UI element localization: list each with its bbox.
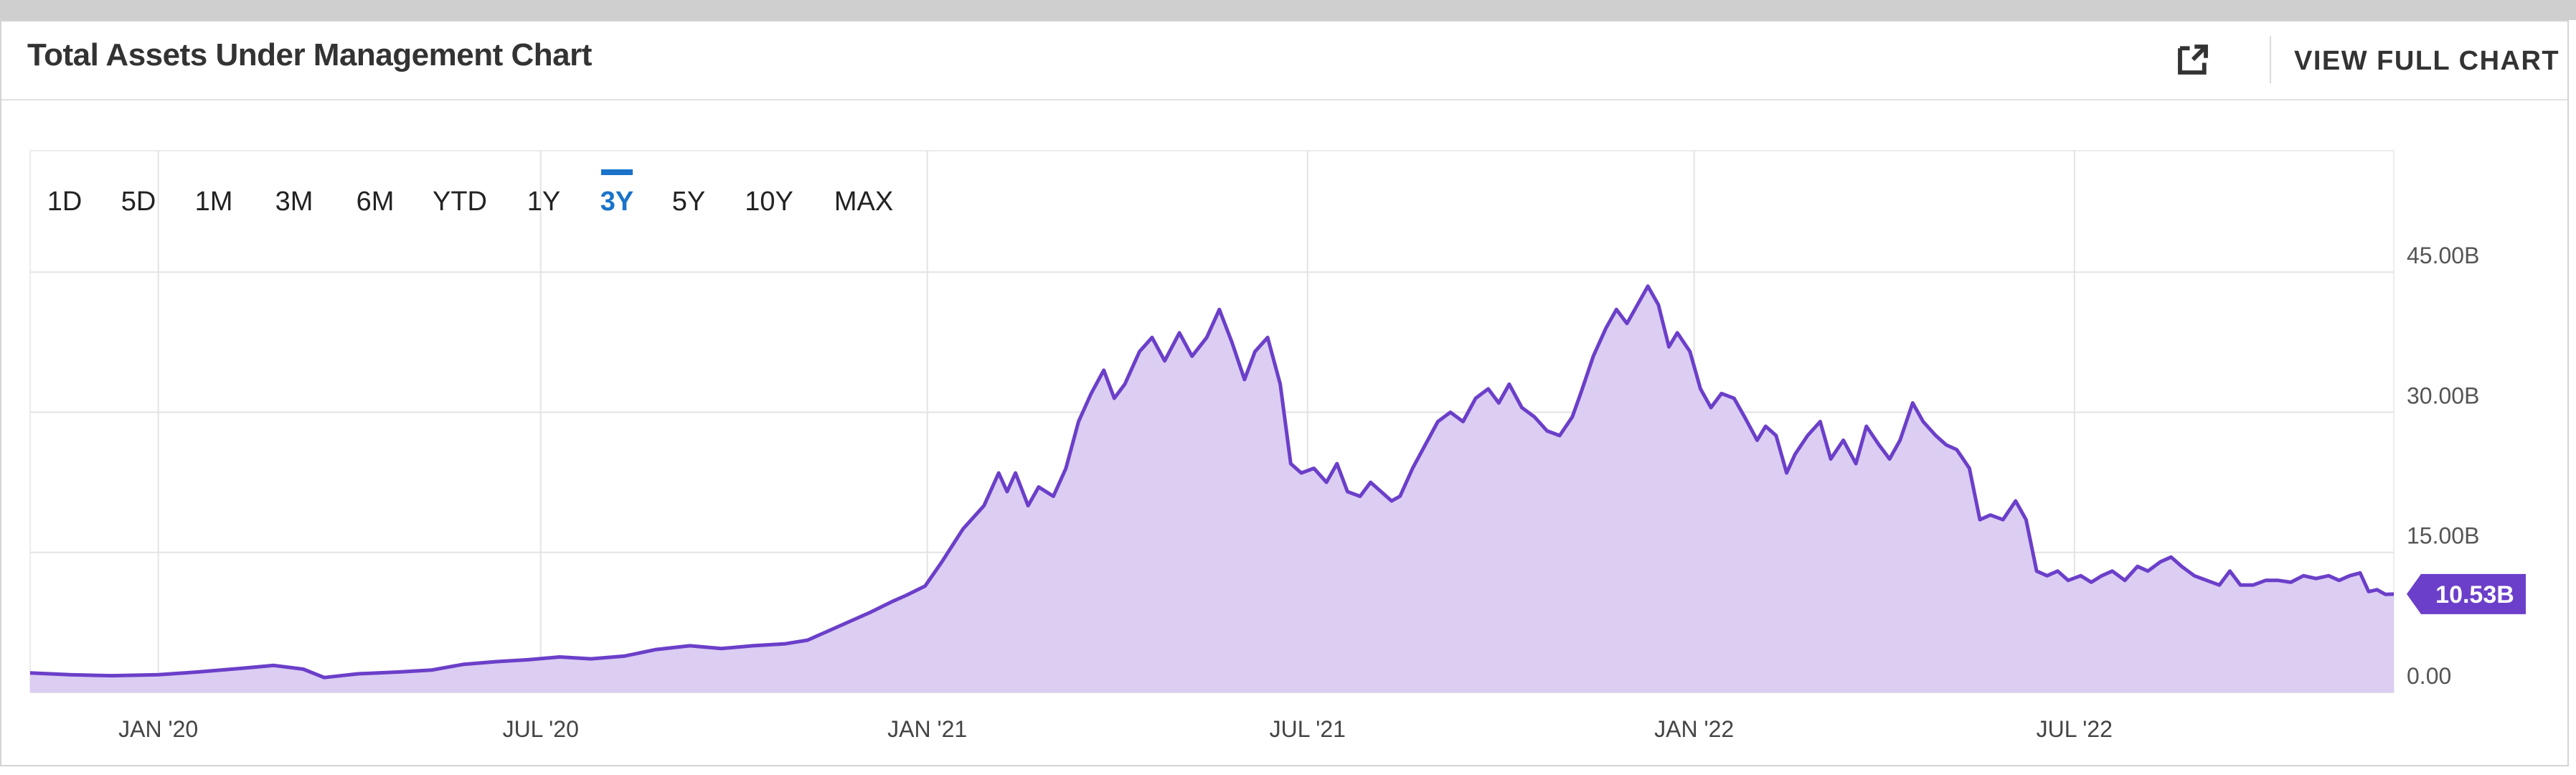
active-range-indicator [601, 169, 633, 175]
range-button-6m[interactable]: 6M [356, 187, 395, 217]
x-tick-label: JAN '22 [1654, 716, 1734, 742]
view-full-chart-button[interactable]: VIEW FULL CHART [2294, 46, 2560, 76]
external-link-icon[interactable] [2174, 40, 2212, 79]
x-tick-label: JUL '21 [1270, 716, 1346, 742]
widget-header: Total Assets Under Management Chart VIEW… [1, 22, 2567, 100]
x-tick-label: JUL '22 [2037, 716, 2113, 742]
range-button-ytd[interactable]: YTD [433, 187, 487, 217]
x-tick-label: JAN '20 [118, 716, 198, 742]
range-button-3m[interactable]: 3M [275, 187, 313, 217]
range-button-1d[interactable]: 1D [47, 187, 82, 217]
y-tick-label: 15.00B [2407, 523, 2479, 549]
header-divider [2270, 36, 2271, 83]
range-button-3y[interactable]: 3Y [600, 187, 634, 217]
x-tick-label: JAN '21 [887, 716, 967, 742]
area-chart: 0.00 15.00B 30.00B 45.00B JAN '20 JUL '20 JAN … [29, 150, 2526, 742]
range-button-max[interactable]: MAX [834, 187, 894, 217]
range-button-5y[interactable]: 5Y [671, 187, 706, 217]
current-value-label: 10.53B [2435, 581, 2514, 609]
y-tick-label: 30.00B [2407, 382, 2479, 408]
chart-title: Total Assets Under Management Chart [27, 37, 592, 72]
series-area [30, 286, 2394, 692]
chart-widget: Total Assets Under Management Chart VIEW… [0, 20, 2569, 766]
range-button-5d[interactable]: 5D [121, 187, 156, 217]
top-bar [0, 0, 2576, 20]
current-value-badge [2407, 573, 2526, 614]
series-line [29, 284, 2395, 680]
y-tick-label: 45.00B [2407, 243, 2479, 268]
range-button-1m[interactable]: 1M [194, 187, 233, 217]
range-button-10y[interactable]: 10Y [745, 187, 793, 217]
range-button-1y[interactable]: 1Y [527, 187, 561, 217]
y-tick-label: 0.00 [2407, 663, 2451, 689]
x-tick-label: JUL '20 [503, 716, 579, 742]
